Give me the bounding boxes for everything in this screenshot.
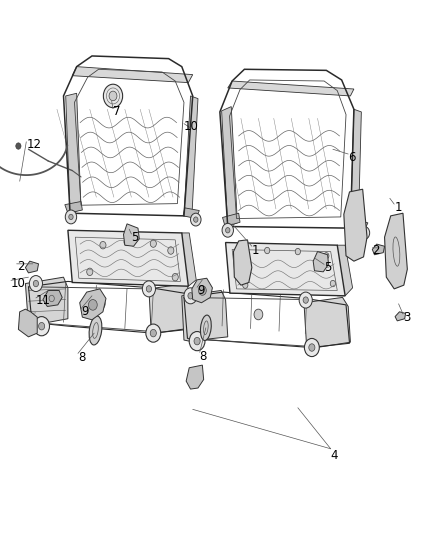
Text: 2: 2: [372, 244, 380, 257]
Text: 4: 4: [331, 449, 338, 462]
Text: 6: 6: [348, 151, 356, 164]
Polygon shape: [182, 233, 196, 286]
Polygon shape: [350, 109, 361, 229]
Text: 8: 8: [78, 351, 85, 364]
Circle shape: [265, 247, 270, 254]
Circle shape: [29, 276, 42, 292]
Polygon shape: [337, 245, 353, 296]
Circle shape: [146, 324, 161, 342]
Polygon shape: [80, 289, 106, 320]
Circle shape: [172, 273, 178, 281]
Polygon shape: [72, 67, 193, 83]
Circle shape: [34, 317, 49, 336]
Circle shape: [188, 293, 193, 299]
Polygon shape: [304, 297, 350, 348]
Text: 5: 5: [131, 231, 139, 244]
Polygon shape: [25, 277, 68, 325]
Polygon shape: [395, 312, 406, 321]
Text: 9: 9: [197, 284, 205, 297]
Text: 8: 8: [200, 350, 207, 362]
Circle shape: [88, 300, 97, 310]
Circle shape: [304, 338, 319, 357]
Polygon shape: [226, 243, 345, 296]
Polygon shape: [182, 290, 228, 341]
Polygon shape: [313, 252, 328, 272]
Circle shape: [303, 297, 308, 303]
Polygon shape: [344, 189, 367, 261]
Circle shape: [142, 281, 155, 297]
Circle shape: [33, 280, 39, 287]
Polygon shape: [66, 93, 81, 213]
Text: 11: 11: [36, 294, 51, 307]
Circle shape: [150, 240, 156, 247]
Circle shape: [362, 230, 367, 236]
Circle shape: [194, 217, 198, 222]
Circle shape: [330, 280, 336, 287]
Polygon shape: [25, 261, 39, 273]
Ellipse shape: [201, 315, 211, 341]
Circle shape: [124, 238, 130, 246]
Text: 5: 5: [324, 261, 332, 274]
Circle shape: [16, 143, 21, 149]
Text: 7: 7: [113, 106, 120, 118]
Polygon shape: [222, 107, 237, 227]
Circle shape: [198, 286, 206, 295]
Polygon shape: [183, 208, 199, 219]
Circle shape: [150, 329, 156, 337]
Text: 1: 1: [394, 201, 402, 214]
Polygon shape: [65, 201, 82, 213]
Circle shape: [39, 322, 45, 330]
Text: 2: 2: [17, 260, 24, 273]
Circle shape: [254, 309, 263, 320]
Circle shape: [109, 91, 117, 101]
Text: 10: 10: [184, 120, 199, 133]
Polygon shape: [68, 230, 188, 286]
Circle shape: [309, 344, 315, 351]
Circle shape: [184, 288, 197, 304]
Text: 1: 1: [252, 244, 259, 257]
Circle shape: [191, 213, 201, 226]
Text: 9: 9: [81, 305, 88, 318]
Circle shape: [222, 223, 233, 237]
Circle shape: [295, 248, 300, 255]
Circle shape: [87, 268, 93, 276]
Text: 10: 10: [11, 277, 26, 290]
Circle shape: [226, 228, 230, 233]
Polygon shape: [149, 284, 193, 333]
Circle shape: [243, 282, 248, 288]
Circle shape: [69, 214, 73, 220]
Polygon shape: [43, 290, 62, 306]
Polygon shape: [124, 224, 139, 246]
Circle shape: [324, 253, 329, 259]
Polygon shape: [228, 81, 354, 96]
Circle shape: [103, 84, 123, 108]
Polygon shape: [223, 213, 240, 227]
Circle shape: [100, 241, 106, 249]
Text: 3: 3: [403, 311, 410, 324]
Polygon shape: [186, 365, 204, 389]
Polygon shape: [18, 309, 37, 337]
Circle shape: [359, 227, 370, 239]
Polygon shape: [385, 213, 407, 289]
Polygon shape: [350, 220, 368, 230]
Ellipse shape: [89, 316, 102, 345]
Circle shape: [299, 292, 312, 308]
Polygon shape: [233, 240, 252, 285]
Circle shape: [189, 332, 205, 351]
Text: 12: 12: [26, 139, 41, 151]
Circle shape: [168, 247, 174, 254]
Polygon shape: [184, 96, 198, 217]
Circle shape: [96, 298, 105, 309]
Circle shape: [194, 337, 200, 345]
Polygon shape: [192, 278, 212, 303]
Circle shape: [146, 286, 152, 292]
Polygon shape: [372, 244, 385, 255]
Circle shape: [65, 210, 77, 224]
